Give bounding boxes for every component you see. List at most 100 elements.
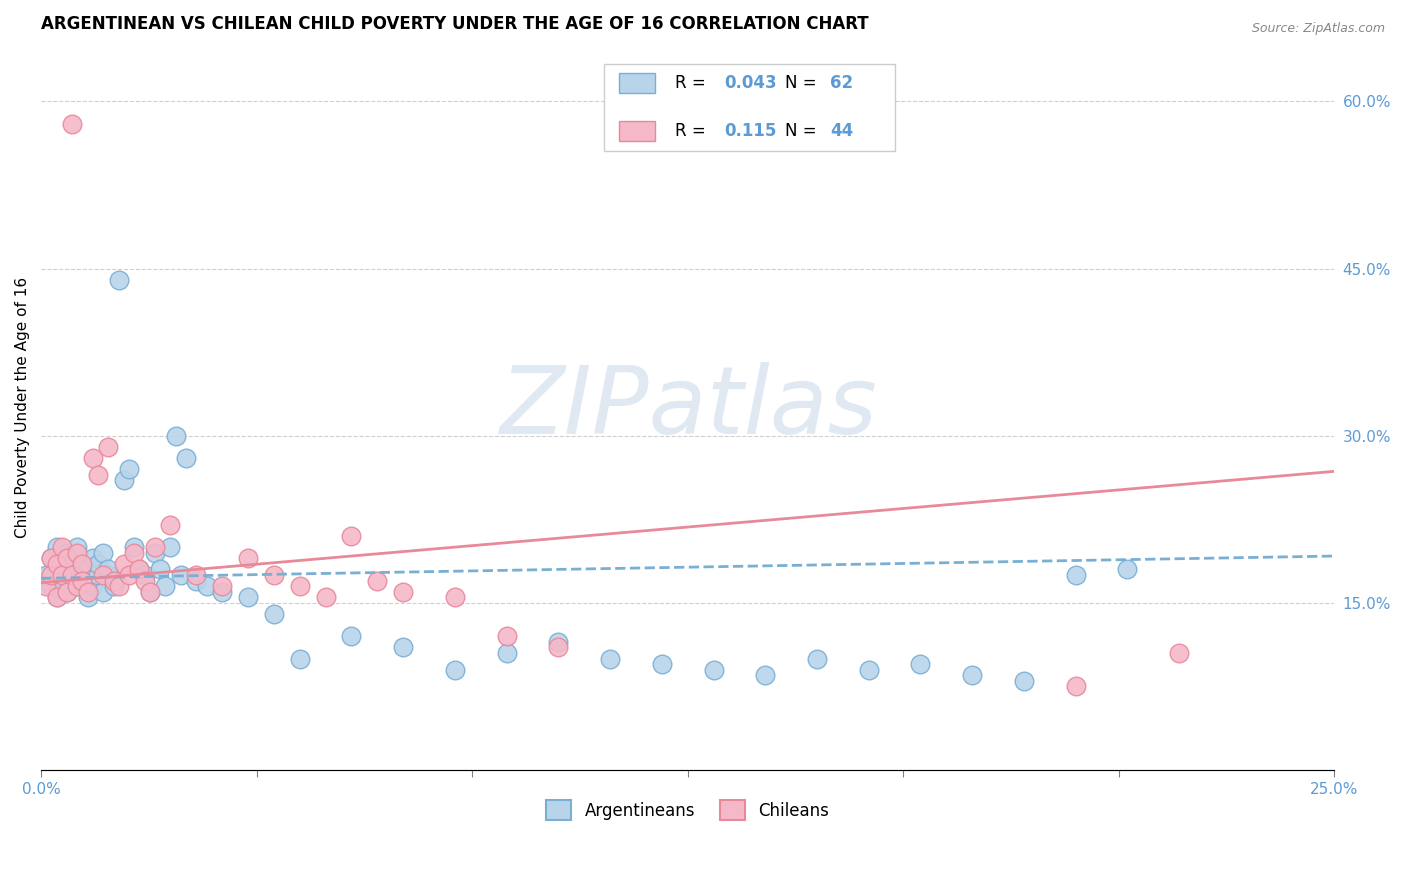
Point <box>72 557 94 571</box>
Point <box>45 540 67 554</box>
Point <box>66 579 89 593</box>
Point <box>60 568 83 582</box>
Point <box>60 557 83 571</box>
Point <box>82 450 104 465</box>
Point <box>186 574 208 588</box>
Text: R =: R = <box>675 122 716 140</box>
Point <box>97 568 120 582</box>
Text: 0.115: 0.115 <box>724 122 776 140</box>
Point <box>288 579 311 593</box>
Point <box>155 579 177 593</box>
Point <box>51 568 73 582</box>
Point <box>35 579 58 593</box>
Point <box>66 540 89 554</box>
Point <box>910 657 932 672</box>
Point <box>118 462 141 476</box>
Legend: Argentineans, Chileans: Argentineans, Chileans <box>540 793 835 827</box>
Point <box>315 591 337 605</box>
Point <box>1064 680 1087 694</box>
Point <box>107 273 129 287</box>
Point <box>858 663 880 677</box>
Point <box>91 584 114 599</box>
Point <box>159 517 181 532</box>
Point <box>138 584 160 599</box>
Point <box>97 562 120 576</box>
Point <box>495 646 517 660</box>
Text: Source: ZipAtlas.com: Source: ZipAtlas.com <box>1251 22 1385 36</box>
Point <box>35 568 58 582</box>
Point <box>134 574 156 588</box>
Point <box>1064 568 1087 582</box>
Point <box>76 562 98 576</box>
Point <box>149 562 172 576</box>
Point <box>195 579 218 593</box>
Y-axis label: Child Poverty Under the Age of 16: Child Poverty Under the Age of 16 <box>15 277 30 539</box>
Point <box>754 668 776 682</box>
Point <box>72 557 94 571</box>
Point <box>66 579 89 593</box>
Point <box>263 607 285 621</box>
Point <box>702 663 724 677</box>
Point <box>122 546 145 560</box>
Point <box>60 568 83 582</box>
Point <box>1168 646 1191 660</box>
Point <box>82 551 104 566</box>
Text: ZIPatlas: ZIPatlas <box>499 362 876 453</box>
Point <box>366 574 388 588</box>
Point <box>66 546 89 560</box>
Point <box>41 551 63 566</box>
Point <box>72 574 94 588</box>
Point <box>1116 562 1139 576</box>
Point <box>60 117 83 131</box>
Point <box>122 540 145 554</box>
Point <box>444 591 467 605</box>
Point <box>174 450 197 465</box>
Text: R =: R = <box>675 74 710 93</box>
Point <box>87 467 110 482</box>
Point <box>76 591 98 605</box>
Point <box>128 562 150 576</box>
Point <box>45 591 67 605</box>
Point <box>599 651 621 665</box>
Point <box>51 574 73 588</box>
Point <box>186 568 208 582</box>
Point <box>547 640 569 655</box>
FancyBboxPatch shape <box>603 63 894 151</box>
Point <box>236 591 259 605</box>
Point <box>1012 673 1035 688</box>
Point <box>91 546 114 560</box>
Point <box>56 551 79 566</box>
Point <box>392 584 415 599</box>
Point <box>392 640 415 655</box>
Point <box>236 551 259 566</box>
Point <box>165 428 187 442</box>
Point <box>134 568 156 582</box>
Point <box>651 657 673 672</box>
Text: 44: 44 <box>830 122 853 140</box>
Point <box>288 651 311 665</box>
Point <box>118 568 141 582</box>
Point <box>138 584 160 599</box>
Point <box>56 584 79 599</box>
Point <box>211 584 233 599</box>
Text: ARGENTINEAN VS CHILEAN CHILD POVERTY UNDER THE AGE OF 16 CORRELATION CHART: ARGENTINEAN VS CHILEAN CHILD POVERTY UND… <box>41 15 869 33</box>
Point <box>263 568 285 582</box>
Point <box>112 557 135 571</box>
Text: 0.043: 0.043 <box>724 74 776 93</box>
Point <box>112 473 135 487</box>
Text: 62: 62 <box>830 74 853 93</box>
Point <box>495 629 517 643</box>
Point <box>82 579 104 593</box>
Point <box>91 568 114 582</box>
Point <box>87 557 110 571</box>
Point <box>51 557 73 571</box>
Point <box>56 546 79 560</box>
FancyBboxPatch shape <box>619 121 655 141</box>
Point <box>340 529 363 543</box>
Point <box>45 591 67 605</box>
Point <box>170 568 193 582</box>
Point <box>806 651 828 665</box>
Text: N =: N = <box>785 74 821 93</box>
Point <box>41 568 63 582</box>
Point <box>41 579 63 593</box>
